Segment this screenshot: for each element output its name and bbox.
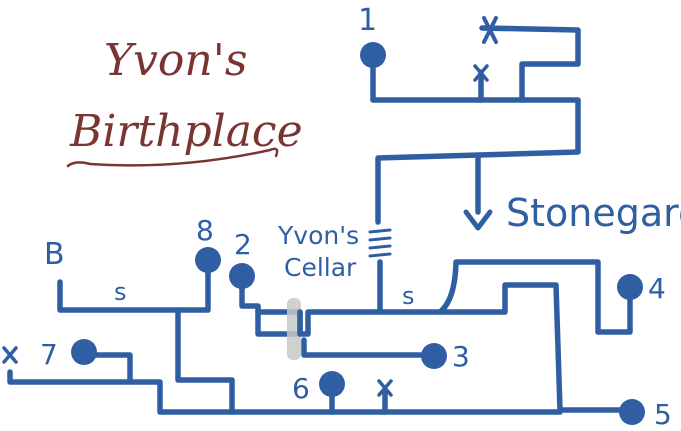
marker-s-left: s [114, 278, 127, 306]
corridor-node8 [175, 259, 211, 313]
place-stonegard: Stonegard [506, 191, 681, 235]
node-7-label: 7 [40, 338, 58, 371]
node-6-label: 6 [292, 372, 310, 405]
corridor-network [7, 25, 633, 415]
map-title: Yvon's Birthplace [66, 35, 303, 168]
node-1-dot-icon[interactable] [360, 42, 386, 68]
corridor-right-loop [437, 259, 633, 335]
corridor-top-loop [370, 52, 581, 225]
node-3-dot-icon[interactable] [421, 343, 447, 369]
corridor-top-right [479, 25, 581, 103]
node-2-label: 2 [234, 228, 252, 261]
title-line-1: Yvon's [104, 35, 247, 86]
x-mark-icon [377, 379, 393, 397]
x-mark-icon [2, 346, 18, 364]
node-8-label: 8 [196, 214, 214, 247]
arrow-down-icon [463, 209, 493, 231]
corridor-to-node3 [301, 337, 435, 358]
x-mark-icon [482, 16, 498, 44]
corridor-node2 [239, 277, 261, 315]
node-2-dot-icon[interactable] [229, 263, 255, 289]
place-cellar-line-1: Yvon's [277, 221, 359, 250]
marker-s-right: s [402, 282, 415, 310]
node-7-dot-icon[interactable] [71, 339, 97, 365]
node-6-dot-icon[interactable] [319, 371, 345, 397]
marker-b: B [44, 237, 65, 272]
node-4-dot-icon[interactable] [617, 274, 643, 300]
title-underline [66, 147, 279, 168]
node-3-label: 3 [452, 340, 470, 373]
corridor-middle-main [255, 309, 443, 337]
x-mark-icon [473, 64, 489, 82]
node-5-dot-icon[interactable] [619, 399, 645, 425]
node-4-label: 4 [648, 272, 666, 305]
corridor-left-bottom [7, 352, 563, 415]
node-5-label: 5 [654, 398, 672, 431]
corridor-left-b [57, 279, 235, 415]
node-8-dot-icon[interactable] [195, 247, 221, 273]
place-cellar-line-2: Cellar [284, 253, 357, 282]
corridor-right-inner [437, 282, 633, 413]
title-line-2: Birthplace [69, 106, 303, 157]
node-1-label: 1 [358, 3, 377, 38]
ladder-icon [368, 228, 392, 258]
